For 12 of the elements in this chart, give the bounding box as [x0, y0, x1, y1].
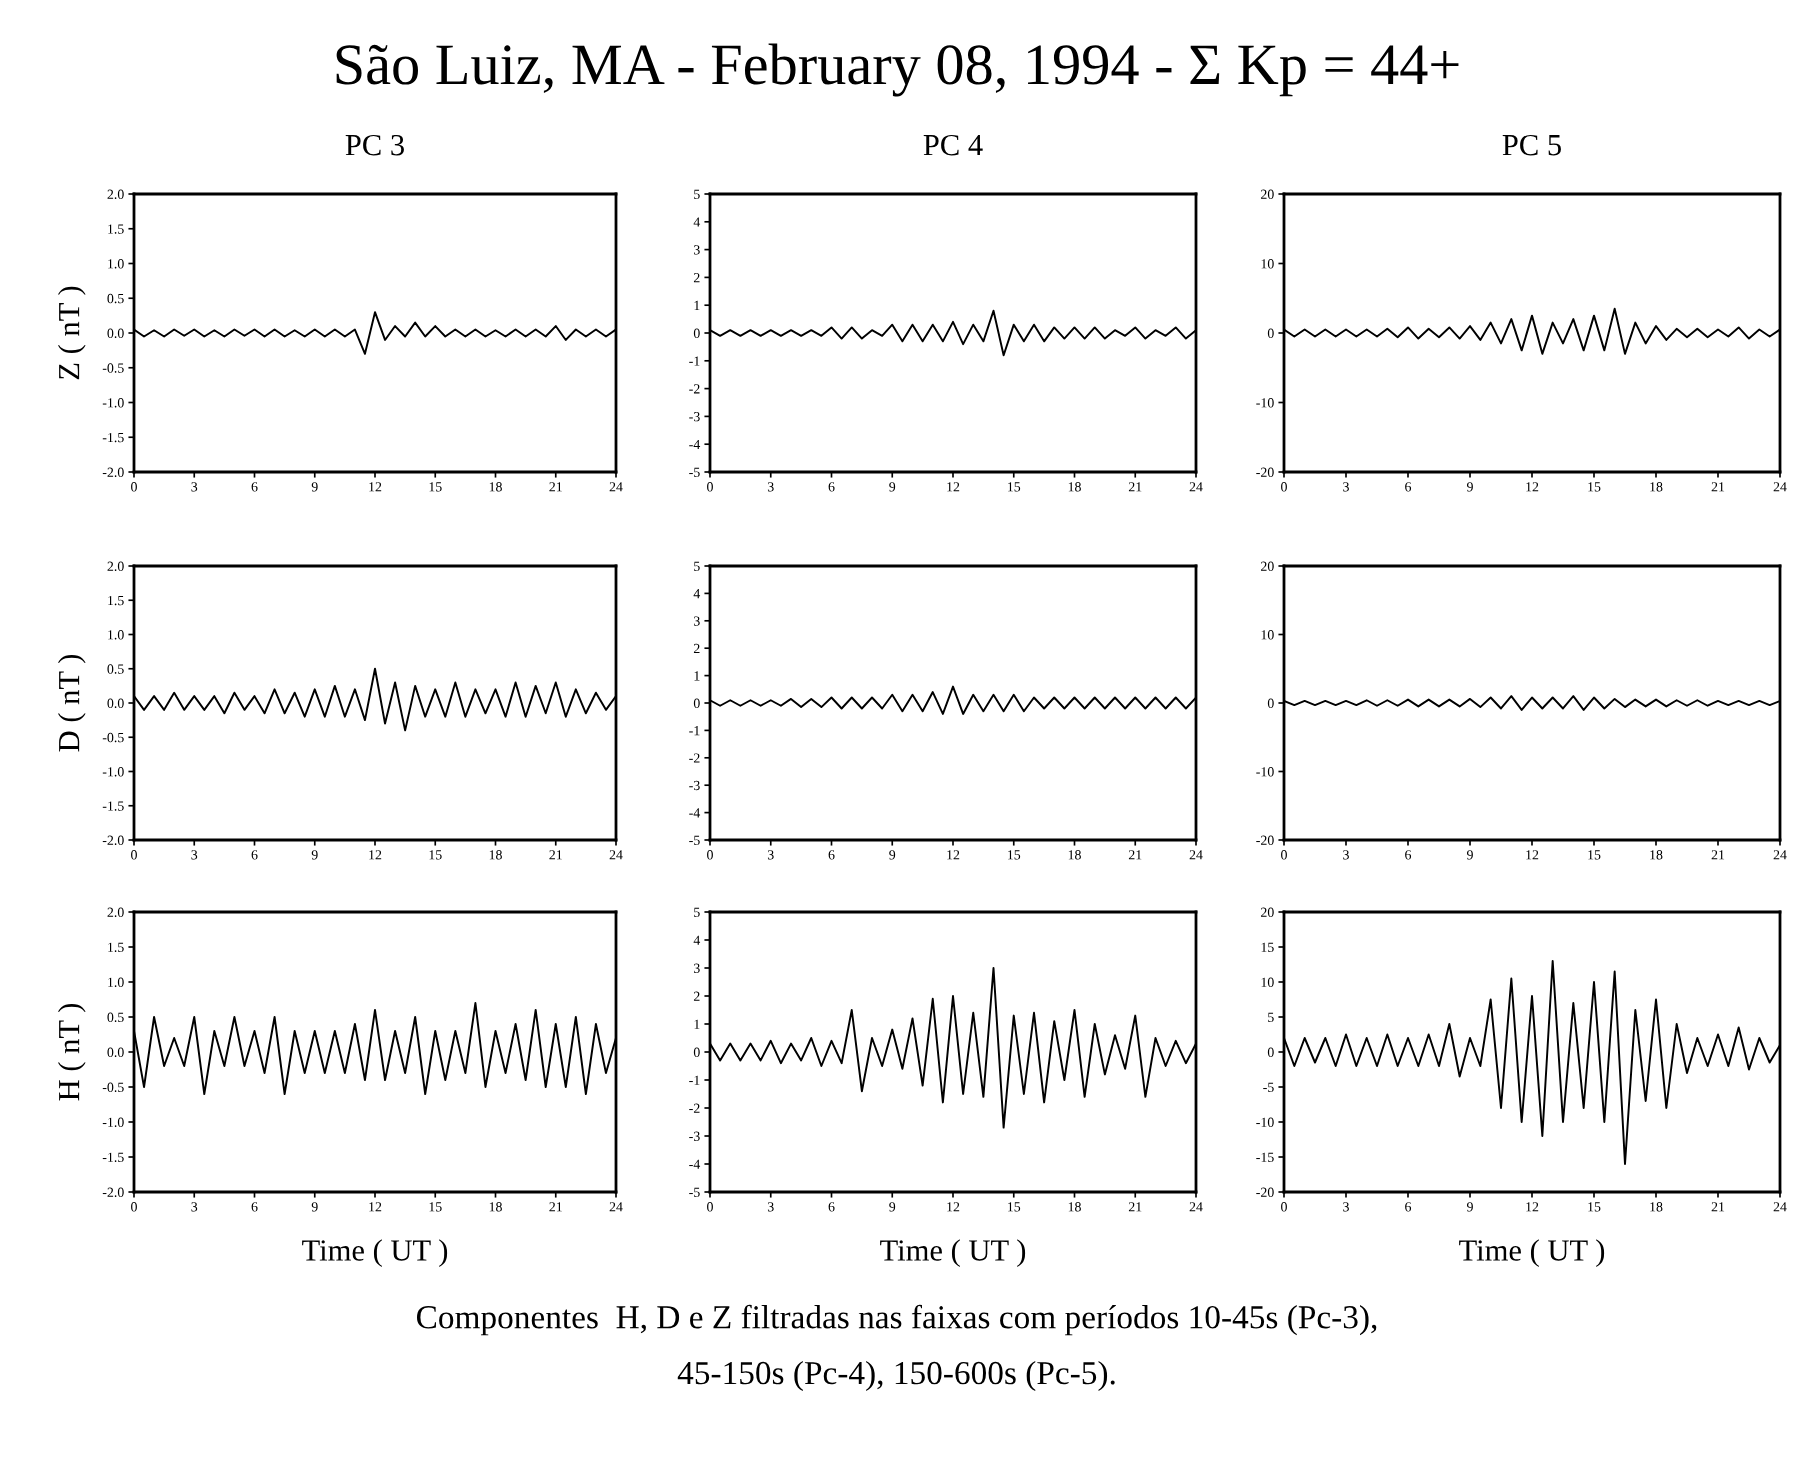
text: São Luiz, MA - February 08, 1994 - Σ Kp = 44+	[336, 43, 1459, 97]
x-axis-title: Time ( UT )	[1459, 1239, 1605, 1268]
y-axis-title: H ( nT )	[57, 1003, 86, 1101]
y-axis-title: Z ( nT )	[57, 286, 86, 380]
chart-title: PC 3	[345, 134, 404, 156]
text: Componentes H, D e Z filtradas nas faixas com períodos 10-45s (Pc-3),	[416, 1304, 1377, 1336]
chart-title: PC 5	[1502, 134, 1561, 156]
y-axis-title: D ( nT )	[57, 654, 86, 752]
x-axis-title: Time ( UT )	[880, 1239, 1026, 1268]
x-axis-title: Time ( UT )	[302, 1239, 448, 1268]
chart-title: PC 4	[923, 134, 983, 156]
text: 45-150s (Pc-4), 150-600s (Pc-5).	[677, 1360, 1115, 1392]
